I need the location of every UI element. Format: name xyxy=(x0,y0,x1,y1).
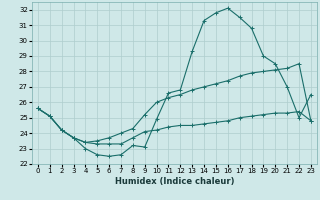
X-axis label: Humidex (Indice chaleur): Humidex (Indice chaleur) xyxy=(115,177,234,186)
